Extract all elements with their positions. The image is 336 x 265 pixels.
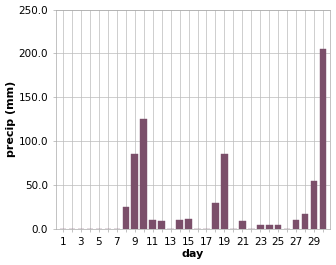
Bar xyxy=(275,225,282,229)
Bar xyxy=(176,220,183,229)
X-axis label: day: day xyxy=(182,249,204,259)
Bar xyxy=(302,214,308,229)
Bar xyxy=(221,154,227,229)
Bar xyxy=(266,225,272,229)
Bar xyxy=(140,119,147,229)
Bar xyxy=(131,154,138,229)
Bar xyxy=(185,219,192,229)
Bar xyxy=(159,221,165,229)
Bar xyxy=(212,203,219,229)
Bar xyxy=(293,220,299,229)
Bar xyxy=(257,225,263,229)
Y-axis label: precip (mm): precip (mm) xyxy=(6,81,15,157)
Bar xyxy=(123,207,129,229)
Bar xyxy=(320,49,326,229)
Bar xyxy=(311,181,318,229)
Bar xyxy=(239,221,246,229)
Bar xyxy=(150,220,156,229)
